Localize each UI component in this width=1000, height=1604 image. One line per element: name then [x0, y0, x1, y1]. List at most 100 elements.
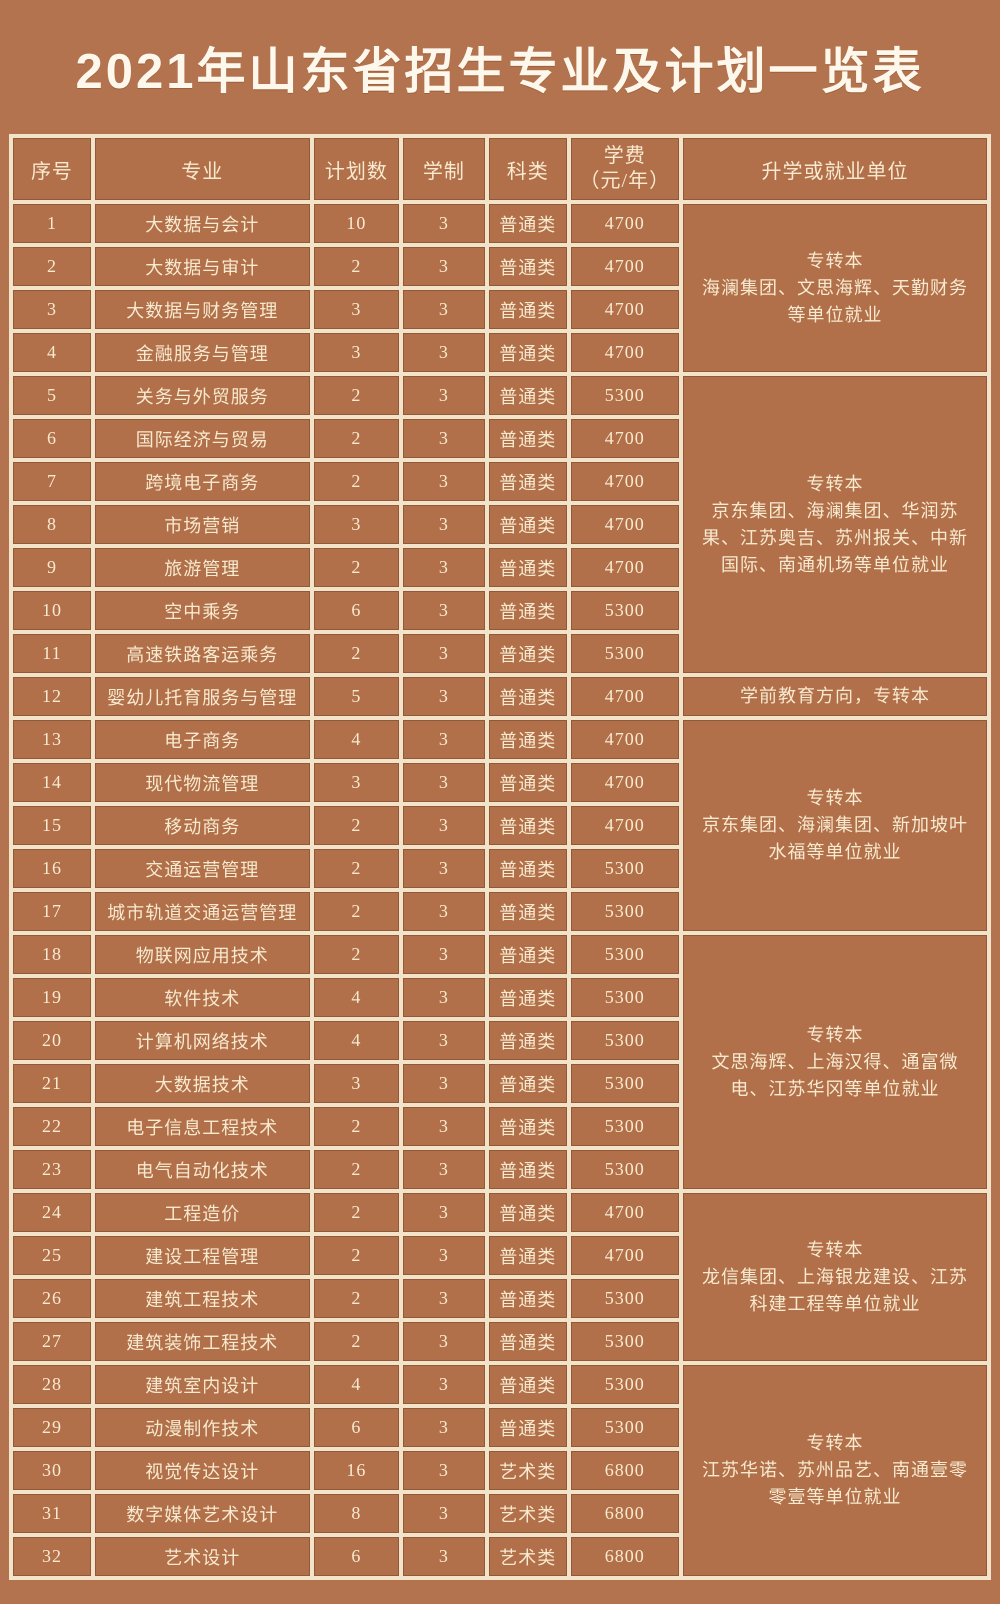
table-row: 16 交通运营管理 2 3 普通类 5300: [13, 849, 987, 888]
table-row: 11 高速铁路客运乘务 2 3 普通类 5300: [13, 634, 987, 673]
study-years: 3: [403, 290, 485, 329]
category: 普通类: [488, 1408, 567, 1447]
tuition-fee: 5300: [570, 591, 679, 630]
major-name: 建筑工程技术: [94, 1279, 310, 1318]
tuition-fee: 4700: [570, 247, 679, 286]
enrollment-table: 序号 专业 计划数 学制 科类 学费 （元/年） 升学或就业单位 1 大数据与会计…: [9, 134, 991, 1580]
row-number: 2: [13, 247, 91, 286]
plan-count: 6: [313, 591, 400, 630]
tuition-fee: 4700: [570, 204, 679, 243]
category: 普通类: [488, 1365, 567, 1404]
table-row: 4 金融服务与管理 3 3 普通类 4700: [13, 333, 987, 372]
category: 普通类: [488, 763, 567, 802]
major-name: 关务与外贸服务: [94, 376, 310, 415]
study-years: 3: [403, 1193, 485, 1232]
plan-count: 4: [313, 978, 400, 1017]
header-fee: 学费 （元/年）: [570, 138, 679, 200]
remark-line: 龙信集团、上海银龙建设、江苏科建工程等单位就业: [701, 1266, 968, 1314]
enrollment-table-wrap: 序号 专业 计划数 学制 科类 学费 （元/年） 升学或就业单位 1 大数据与会计…: [9, 134, 991, 1580]
tuition-fee: 5300: [570, 1150, 679, 1189]
category: 普通类: [488, 1021, 567, 1060]
plan-count: 2: [313, 548, 400, 587]
study-years: 3: [403, 419, 485, 458]
tuition-fee: 5300: [570, 1107, 679, 1146]
plan-count: 2: [313, 1279, 400, 1318]
category: 普通类: [488, 978, 567, 1017]
row-number: 19: [13, 978, 91, 1017]
remark-cell: 专转本京东集团、海澜集团、华润苏果、江苏奥吉、苏州报关、中新国际、南通机场等单位…: [682, 376, 987, 673]
category: 普通类: [488, 591, 567, 630]
row-number: 32: [13, 1537, 91, 1576]
header-plan: 计划数: [313, 138, 400, 200]
major-name: 数字媒体艺术设计: [94, 1494, 310, 1533]
study-years: 3: [403, 1150, 485, 1189]
row-number: 15: [13, 806, 91, 845]
table-row: 22 电子信息工程技术 2 3 普通类 5300: [13, 1107, 987, 1146]
row-number: 20: [13, 1021, 91, 1060]
table-row: 31 数字媒体艺术设计 8 3 艺术类 6800: [13, 1494, 987, 1533]
header-years: 学制: [403, 138, 485, 200]
remark-line: 专转本: [806, 788, 864, 808]
table-body: 1 大数据与会计 10 3 普通类 4700 专转本 海澜集团、文思海辉、天勤财务等单位就业 2…: [13, 204, 987, 1576]
category: 普通类: [488, 677, 567, 716]
study-years: 3: [403, 806, 485, 845]
study-years: 3: [403, 720, 485, 759]
row-number: 27: [13, 1322, 91, 1361]
category: 普通类: [488, 290, 567, 329]
table-row: 20 计算机网络技术 4 3 普通类 5300: [13, 1021, 987, 1060]
header-major: 专业: [94, 138, 310, 200]
plan-count: 5: [313, 677, 400, 716]
plan-count: 6: [313, 1408, 400, 1447]
tuition-fee: 5300: [570, 1279, 679, 1318]
plan-count: 2: [313, 806, 400, 845]
tuition-fee: 5300: [570, 1365, 679, 1404]
category: 艺术类: [488, 1537, 567, 1576]
plan-count: 2: [313, 935, 400, 974]
remark-line: 专转本: [806, 1433, 864, 1453]
remark-cell: 学前教育方向，专转本: [682, 677, 987, 716]
study-years: 3: [403, 1365, 485, 1404]
row-number: 5: [13, 376, 91, 415]
row-number: 26: [13, 1279, 91, 1318]
category: 艺术类: [488, 1494, 567, 1533]
row-number: 9: [13, 548, 91, 587]
major-name: 现代物流管理: [94, 763, 310, 802]
category: 普通类: [488, 806, 567, 845]
row-number: 3: [13, 290, 91, 329]
plan-count: 4: [313, 1021, 400, 1060]
major-name: 软件技术: [94, 978, 310, 1017]
table-row: 10 空中乘务 6 3 普通类 5300: [13, 591, 987, 630]
plan-count: 2: [313, 849, 400, 888]
tuition-fee: 4700: [570, 806, 679, 845]
category: 普通类: [488, 505, 567, 544]
study-years: 3: [403, 1021, 485, 1060]
study-years: 3: [403, 505, 485, 544]
tuition-fee: 4700: [570, 1193, 679, 1232]
plan-count: 2: [313, 892, 400, 931]
remark-cell: 专转本 京东集团、海澜集团、新加坡叶水福等单位就业: [682, 720, 987, 931]
plan-count: 6: [313, 1537, 400, 1576]
row-number: 28: [13, 1365, 91, 1404]
remark-line: 京东集团、海澜集团、华润苏果、江苏奥吉、苏州报关、中新国际、南通机场等单位就业: [701, 500, 968, 575]
table-row: 17 城市轨道交通运营管理 2 3 普通类 5300: [13, 892, 987, 931]
table-row: 24 工程造价 2 3 普通类 4700 专转本 龙信集团、上海银龙建设、江苏科建工程等单位就…: [13, 1193, 987, 1361]
tuition-fee: 5300: [570, 1021, 679, 1060]
plan-count: 16: [313, 1451, 400, 1490]
tuition-fee: 5300: [570, 892, 679, 931]
plan-count: 4: [313, 720, 400, 759]
remark-line: 专转本: [806, 473, 864, 494]
study-years: 3: [403, 849, 485, 888]
row-number: 10: [13, 591, 91, 630]
study-years: 3: [403, 978, 485, 1017]
row-number: 8: [13, 505, 91, 544]
plan-count: 2: [313, 1107, 400, 1146]
table-row: 5 关务与外贸服务 2 3 普通类 5300 专转本 京东集团、海澜集团、华润苏果、江苏奥吉、…: [13, 376, 987, 673]
category: 普通类: [488, 1107, 567, 1146]
table-row: 1 大数据与会计 10 3 普通类 4700 专转本 海澜集团、文思海辉、天勤财务等单位就业: [13, 204, 987, 372]
remark-line: 江苏华诺、苏州品艺、南通壹零零壹等单位就业: [701, 1460, 968, 1507]
study-years: 3: [403, 591, 485, 630]
study-years: 3: [403, 677, 485, 716]
row-number: 22: [13, 1107, 91, 1146]
major-name: 大数据与财务管理: [94, 290, 310, 329]
